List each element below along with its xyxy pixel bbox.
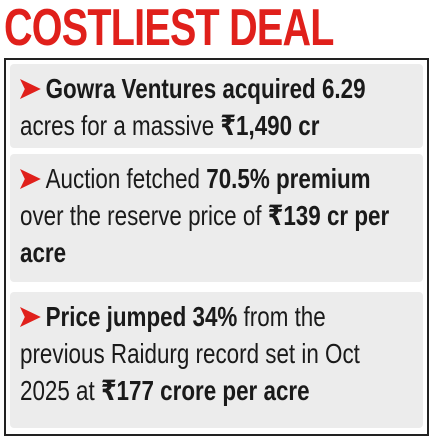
bullet-item: Auction fetched 70.5% premium over the r…	[10, 154, 423, 282]
arrow-icon	[20, 169, 41, 189]
text-segment: Price jumped 34%	[45, 301, 238, 332]
text-segment: acres for a massive	[20, 110, 221, 141]
text-segment: Gowra Ventures acquired 6.29	[45, 73, 366, 104]
text-segment: 70.5% premium	[206, 163, 371, 194]
text-segment: ₹139 cr per acre	[20, 200, 390, 268]
bullet-item: Price jumped 34% from the previous Raidu…	[10, 292, 423, 428]
bullet-text: Price jumped 34% from the previous Raidu…	[20, 298, 412, 409]
text-segment: ₹177 crore per acre	[100, 375, 310, 406]
bullet-text: Auction fetched 70.5% premium over the r…	[20, 160, 412, 271]
title: COSTLIEST DEAL	[4, 0, 334, 57]
info-box: Gowra Ventures acquired 6.29 acres for a…	[4, 58, 429, 436]
text-segment: ₹1,490 cr	[220, 110, 320, 141]
bullet-text: Gowra Ventures acquired 6.29 acres for a…	[20, 70, 412, 144]
text-segment: from the previous Raidurg record set in …	[20, 301, 360, 406]
arrow-icon	[20, 307, 41, 327]
bullet-item: Gowra Ventures acquired 6.29 acres for a…	[10, 64, 423, 148]
text-segment: over the reserve price of	[20, 200, 268, 231]
arrow-icon	[20, 79, 41, 99]
text-segment: Auction fetched	[45, 163, 207, 194]
